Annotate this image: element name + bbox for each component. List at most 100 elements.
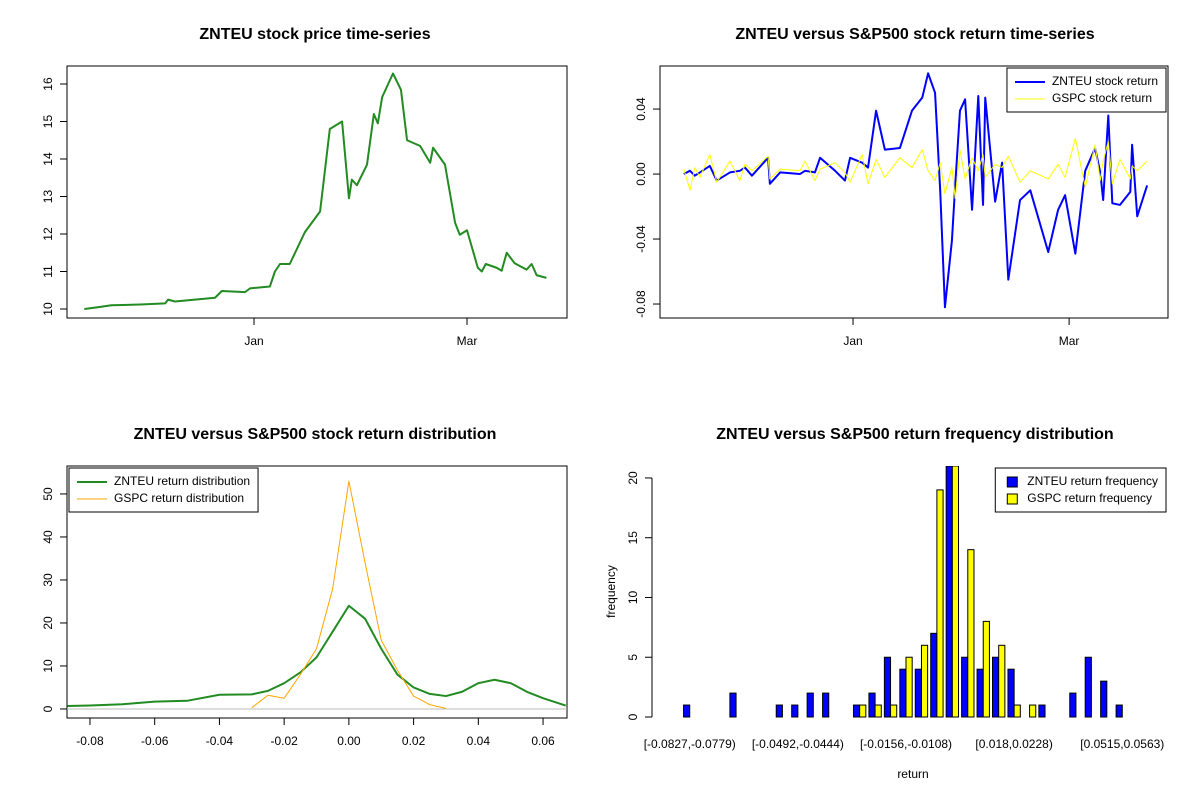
x-tick-label: -0.08 bbox=[76, 734, 104, 748]
bar bbox=[951, 466, 960, 718]
data-line bbox=[67, 604, 567, 707]
y-tick-label: 0.00 bbox=[634, 162, 648, 186]
bar bbox=[1029, 704, 1037, 718]
legend-swatch bbox=[1006, 476, 1018, 488]
y-tick-label: 13 bbox=[41, 190, 55, 204]
y-tick-label: 10 bbox=[41, 302, 55, 316]
bar bbox=[905, 656, 913, 718]
x-tick-label: [-0.0492,-0.0444) bbox=[752, 737, 844, 751]
bar bbox=[868, 692, 876, 718]
bar bbox=[936, 489, 944, 718]
x-tick-label: Mar bbox=[457, 334, 478, 348]
bar bbox=[1038, 704, 1046, 718]
y-tick-label: 11 bbox=[41, 265, 55, 278]
bar bbox=[874, 704, 882, 718]
bar bbox=[1115, 704, 1123, 718]
legend-box bbox=[994, 467, 1167, 513]
y-tick-label: 50 bbox=[41, 487, 55, 501]
bar bbox=[859, 704, 867, 718]
bar bbox=[914, 668, 922, 718]
x-tick-label: 0.06 bbox=[531, 734, 555, 748]
bar bbox=[992, 656, 1000, 718]
legend: ZNTEU return distribution GSPC return dis… bbox=[68, 467, 259, 513]
plot-box bbox=[66, 465, 568, 719]
bar bbox=[1069, 692, 1077, 718]
plot-box bbox=[659, 65, 1169, 319]
x-tick-label: -0.02 bbox=[270, 734, 298, 748]
bar bbox=[945, 466, 953, 718]
chart-title: ZNTEU versus S&P500 stock return distrib… bbox=[134, 426, 497, 443]
x-tick-label: 0.04 bbox=[467, 734, 491, 748]
bar bbox=[890, 704, 898, 718]
y-tick-label: 30 bbox=[41, 573, 55, 587]
plot-box bbox=[66, 65, 568, 319]
y-tick-label: -0.08 bbox=[634, 290, 648, 318]
y-tick-label: 14 bbox=[41, 152, 55, 166]
chart-title: ZNTEU versus S&P500 stock return time-se… bbox=[735, 26, 1094, 43]
bar bbox=[775, 704, 783, 718]
legend: ZNTEU stock return GSPC stock return bbox=[1006, 67, 1167, 113]
bar bbox=[982, 620, 990, 718]
legend-label: GSPC return frequency bbox=[1027, 491, 1152, 505]
bar bbox=[976, 668, 984, 718]
bar bbox=[852, 704, 861, 718]
x-tick-label: [-0.0827,-0.0779) bbox=[644, 737, 736, 751]
bar bbox=[930, 632, 938, 718]
y-tick-label: 12 bbox=[41, 227, 55, 241]
bar bbox=[961, 656, 969, 718]
x-tick-label: -0.04 bbox=[206, 734, 234, 748]
bar bbox=[1084, 656, 1092, 718]
x-tick-label: [-0.0156,-0.0108) bbox=[860, 737, 952, 751]
x-tick-label: Mar bbox=[1059, 334, 1080, 348]
bar bbox=[883, 656, 892, 718]
bar bbox=[1013, 704, 1021, 718]
y-tick-label: 0 bbox=[626, 713, 640, 720]
y-tick-label: 20 bbox=[626, 471, 640, 485]
chart-title: ZNTEU stock price time-series bbox=[199, 26, 430, 43]
x-tick-label: [0.018,0.0228) bbox=[975, 737, 1052, 751]
bar bbox=[822, 692, 830, 718]
x-tick-label: Jan bbox=[843, 334, 862, 348]
data-line bbox=[683, 72, 1149, 309]
y-tick-label: 0 bbox=[41, 705, 55, 712]
bar bbox=[998, 644, 1006, 718]
data-line bbox=[683, 137, 1148, 199]
bar bbox=[967, 549, 975, 718]
y-tick-label: 15 bbox=[626, 531, 640, 545]
x-tick-label: Jan bbox=[244, 334, 263, 348]
legend: ZNTEU return frequency GSPC return freque… bbox=[994, 467, 1167, 513]
data-line bbox=[84, 72, 547, 310]
x-tick-label: -0.06 bbox=[141, 734, 169, 748]
y-tick-label: 5 bbox=[626, 654, 640, 661]
bar bbox=[683, 704, 691, 718]
bar bbox=[1007, 668, 1015, 718]
y-tick-label: 10 bbox=[626, 590, 640, 604]
y-tick-label: 10 bbox=[41, 659, 55, 673]
bar bbox=[899, 668, 907, 718]
legend-label: ZNTEU stock return bbox=[1052, 74, 1158, 88]
legend-label: GSPC return distribution bbox=[114, 491, 244, 505]
y-tick-label: 15 bbox=[41, 115, 55, 129]
bar bbox=[791, 704, 799, 718]
x-tick-label: 0.00 bbox=[337, 734, 361, 748]
y-tick-label: -0.04 bbox=[634, 225, 648, 253]
y-axis-label: frequency bbox=[604, 565, 618, 618]
y-tick-label: 16 bbox=[41, 77, 55, 91]
legend-label: GSPC stock return bbox=[1052, 91, 1152, 105]
y-tick-label: 40 bbox=[41, 530, 55, 544]
x-axis-label: return bbox=[897, 767, 928, 781]
y-tick-label: 0.04 bbox=[634, 97, 648, 121]
data-line bbox=[251, 480, 447, 710]
chart-title: ZNTEU versus S&P500 return frequency dis… bbox=[716, 426, 1113, 443]
legend-label: ZNTEU return frequency bbox=[1027, 474, 1158, 488]
x-tick-label: [0.0515,0.0563) bbox=[1080, 737, 1164, 751]
bars bbox=[683, 466, 1123, 718]
legend-box bbox=[1006, 67, 1167, 113]
y-tick-label: 20 bbox=[41, 616, 55, 630]
legend-label: ZNTEU return distribution bbox=[114, 474, 250, 488]
bar bbox=[920, 644, 929, 718]
bar bbox=[729, 692, 737, 718]
bar bbox=[806, 692, 814, 718]
legend-box bbox=[68, 467, 259, 513]
